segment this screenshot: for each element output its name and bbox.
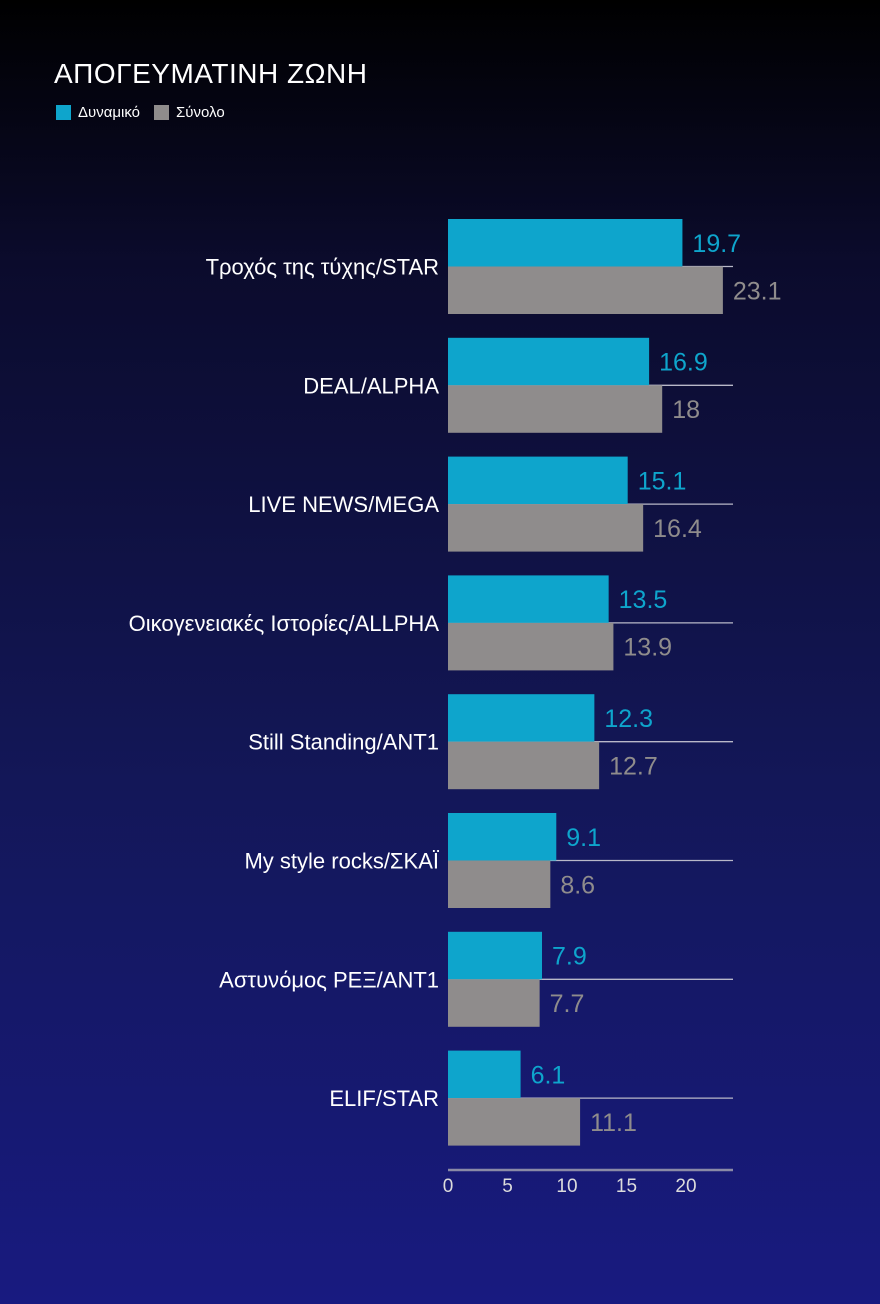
x-tick-label: 10 (556, 1176, 577, 1197)
data-label-series-2: 23.1 (733, 277, 782, 305)
bar-series-1 (448, 575, 609, 623)
data-label-series-1: 12.3 (604, 705, 653, 733)
category-label: Οικογενειακές Ιστορίες/ALLPHA (129, 611, 440, 636)
legend-item-series-1: Δυναμικό (56, 104, 140, 121)
category-label: LIVE NEWS/MEGA (248, 492, 439, 517)
bar-series-1 (448, 813, 557, 861)
bar-series-1 (448, 337, 650, 386)
bar-series-2 (448, 1098, 581, 1146)
x-tick-label: 5 (502, 1176, 513, 1197)
x-tick-label: 0 (443, 1176, 454, 1197)
data-label-series-1: 15.1 (638, 467, 687, 495)
data-label-series-1: 13.5 (619, 586, 668, 614)
legend-label-series-1: Δυναμικό (78, 104, 141, 121)
bar-series-2 (448, 860, 551, 908)
category-label: ELIF/STAR (329, 1086, 439, 1111)
bar-series-1 (448, 219, 683, 267)
data-label-series-2: 12.7 (609, 752, 658, 780)
legend-label-series-2: Σύνολο (176, 104, 225, 121)
bar-series-1 (448, 1050, 521, 1099)
bar-series-2 (448, 266, 723, 314)
category-label: DEAL/ALPHA (303, 373, 439, 398)
bar-series-2 (448, 741, 600, 790)
category-label: Αστυνόμος ΡΕΞ/ANT1 (219, 967, 439, 992)
data-label-series-1: 19.7 (692, 230, 741, 258)
legend-swatch-series-1 (56, 105, 71, 120)
chart-title: ΑΠΟΓΕΥΜΑΤΙΝΗ ΖΩΝΗ (54, 58, 368, 89)
category-label: Still Standing/ANT1 (248, 730, 439, 755)
bar-series-2 (448, 504, 644, 552)
data-label-series-2: 11.1 (590, 1109, 637, 1137)
legend-item-series-2: Σύνολο (154, 104, 225, 121)
data-label-series-2: 7.7 (550, 990, 585, 1018)
x-tick-label: 20 (675, 1176, 696, 1197)
bar-series-1 (448, 931, 543, 980)
bar-series-2 (448, 979, 540, 1027)
data-label-series-2: 8.6 (560, 871, 595, 899)
category-label: Τροχός της τύχης/STAR (206, 255, 439, 280)
data-label-series-1: 6.1 (531, 1061, 566, 1089)
data-label-series-1: 9.1 (566, 824, 601, 852)
bar-series-2 (448, 622, 614, 671)
data-label-series-2: 13.9 (623, 634, 672, 662)
data-label-series-1: 7.9 (552, 943, 587, 971)
x-tick-label: 15 (616, 1176, 637, 1197)
legend-swatch-series-2 (154, 105, 170, 120)
data-label-series-2: 16.4 (653, 515, 702, 543)
bar-series-1 (448, 456, 628, 505)
legend: Δυναμικό Σύνολο (56, 104, 231, 121)
bar-series-1 (448, 694, 595, 742)
data-label-series-2: 18 (672, 396, 700, 424)
category-label: My style rocks/ΣΚΑΪ (244, 849, 439, 874)
bar-series-2 (448, 385, 663, 433)
data-label-series-1: 16.9 (659, 349, 708, 377)
